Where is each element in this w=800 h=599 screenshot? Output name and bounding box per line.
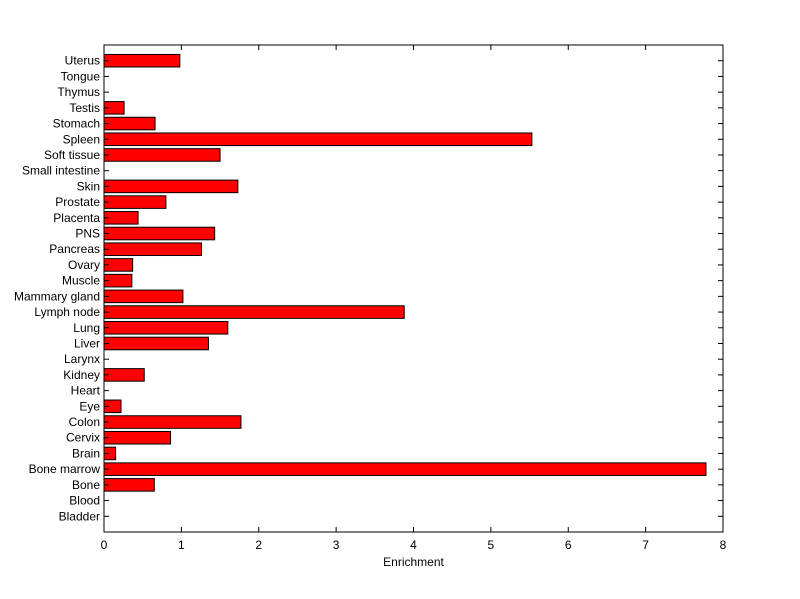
y-tick-label: Soft tissue: [44, 148, 100, 162]
y-tick-label: Brain: [72, 446, 100, 460]
y-tick-label: Prostate: [55, 195, 100, 209]
plot-area-frame: [103, 44, 724, 533]
x-tick-label: 4: [410, 538, 417, 552]
bar-bone: [103, 478, 155, 492]
bar-placenta: [103, 211, 139, 225]
y-tick-label: Uterus: [65, 54, 100, 68]
ticks-group: [103, 45, 724, 532]
y-tick-label: Kidney: [63, 368, 100, 382]
y-tick-label: Eye: [79, 399, 100, 413]
y-tick-label: Cervix: [66, 431, 100, 445]
y-tick-label: Colon: [69, 415, 100, 429]
y-tick-label: Placenta: [53, 211, 100, 225]
y-tick-label: Lymph node: [34, 305, 100, 319]
bar-soft-tissue: [103, 148, 221, 162]
x-tick-label: 7: [642, 538, 649, 552]
x-tick-label: 8: [720, 538, 727, 552]
x-tick-label: 0: [101, 538, 108, 552]
bars-group: [103, 53, 707, 492]
x-tick-label: 2: [255, 538, 262, 552]
bar-kidney: [103, 368, 145, 382]
bar-bone-marrow: [103, 462, 707, 476]
y-tick-label: Stomach: [53, 117, 100, 131]
bar-pns: [103, 226, 216, 241]
bar-lung: [103, 320, 229, 335]
y-tick-label: Small intestine: [22, 164, 100, 178]
y-tick-label: Mammary gland: [14, 289, 100, 303]
bar-liver: [103, 336, 209, 351]
x-tick-label: 6: [565, 538, 572, 552]
y-tick-label: Lung: [73, 321, 100, 335]
y-tick-label: Muscle: [62, 274, 100, 288]
bar-lymph-node: [103, 305, 405, 319]
bar-prostate: [103, 195, 167, 209]
bar-skin: [103, 179, 239, 194]
bar-stomach: [103, 116, 156, 131]
x-axis-label: Enrichment: [383, 555, 444, 569]
bar-pancreas: [103, 242, 202, 257]
bar-spleen: [103, 132, 533, 147]
y-tick-label: Thymus: [57, 85, 100, 99]
y-tick-label: Pancreas: [49, 242, 100, 256]
bar-uterus: [103, 53, 181, 68]
bar-mammary-gland: [103, 289, 184, 304]
y-tick-label: Testis: [69, 101, 100, 115]
y-tick-label: Ovary: [68, 258, 100, 272]
y-tick-label: Skin: [77, 179, 100, 193]
x-tick-label: 5: [488, 538, 495, 552]
y-tick-label: Liver: [74, 336, 100, 350]
y-tick-label: Larynx: [64, 352, 100, 366]
bar-colon: [103, 415, 242, 429]
y-tick-label: Bladder: [59, 509, 100, 523]
y-tick-label: Tongue: [61, 69, 101, 83]
y-tick-label: PNS: [75, 227, 100, 241]
y-tick-label: Blood: [69, 494, 100, 508]
y-tick-label: Bone marrow: [29, 462, 101, 476]
bar-cervix: [103, 430, 172, 445]
x-tick-labels: 0 1 2 3 4 5 6 7 8: [101, 538, 727, 552]
y-tick-label: Heart: [71, 384, 101, 398]
x-tick-label: 1: [178, 538, 185, 552]
x-tick-label: 3: [333, 538, 340, 552]
y-tick-label: Bone: [72, 478, 100, 492]
y-tick-label: Spleen: [63, 132, 100, 146]
